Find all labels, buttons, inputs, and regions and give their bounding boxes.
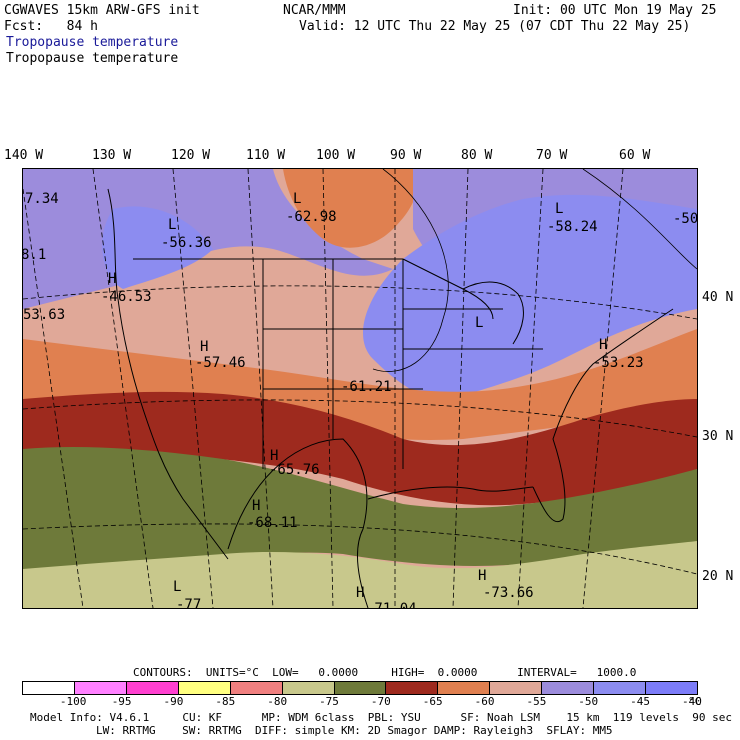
low-marker: L [293,191,302,207]
legend-tick-label: -55 [526,695,547,708]
legend-tick-label: -85 [215,695,236,708]
legend-tick-label: -95 [111,695,132,708]
tan-band [23,541,697,608]
init-time: Init: 00 UTC Mon 19 May 25 [513,3,717,18]
physics-info: LW: RRTMG SW: RRTMG DIFF: simple KM: 2D … [96,724,613,737]
lon-label: 70 W [536,148,568,163]
red-band [23,391,697,506]
map-value-label: -58.24 [547,219,598,235]
lon-label: 120 W [171,148,211,163]
forecast-hour: Fcst: 84 h [4,19,98,34]
legend-tick-label: -90 [163,695,184,708]
map-value-label: 53.63 [23,307,66,323]
high-marker: H [478,568,487,584]
high-marker: H [200,339,209,355]
lat-label: 30 N [702,429,734,444]
legend-swatch [646,682,697,694]
low-marker: L [168,217,177,233]
map-value-label: -68.11 [247,515,298,531]
legend-swatch [178,682,231,694]
legend-swatch [594,682,647,694]
orange-lobe-north [283,169,417,248]
lon-label: 90 W [390,148,422,163]
high-marker: H [599,337,608,353]
legend-tick-label: -50 [578,695,599,708]
contour-lines [372,169,697,372]
low-marker: L [173,579,182,595]
tropopause-temperature-map[interactable]: 7.34 8.1 53.63 L -56.36 H -46.53 L -62.9… [22,168,698,609]
legend-tick-label: -60 [474,695,495,708]
legend-swatch [542,682,595,694]
legend-swatch [334,682,387,694]
olive-band [23,447,697,579]
legend-tick-label: -40 [682,695,702,708]
high-marker: H [356,585,365,601]
legend-swatch [386,682,439,694]
map-value-label: -73.66 [483,585,534,601]
legend-swatch [230,682,283,694]
legend-swatch [126,682,179,694]
high-marker: H [270,448,279,464]
model-title: CGWAVES 15km ARW-GFS init [4,3,200,18]
blue-patch-west [102,206,213,289]
map-value-label: -62.98 [286,209,337,225]
lat-label: 20 N [702,569,734,584]
legend-tick-label: °C [688,695,702,708]
map-value-label: -71.04 [366,601,417,609]
legend-tick-label: -45 [630,695,651,708]
legend-swatch [23,682,75,694]
legend-tick-label: -80 [267,695,288,708]
lon-label: 140 W [4,148,44,163]
field-title-shaded: Tropopause temperature [6,35,179,50]
low-marker: L [555,201,564,217]
valid-time: Valid: 12 UTC Thu 22 May 25 (07 CDT Thu … [299,19,691,34]
map-value-label: -77 [176,597,202,609]
map-value-label: -65.76 [269,462,320,478]
lon-label: 130 W [92,148,132,163]
map-value-label: -50 [673,211,698,227]
map-value-label: -56.36 [161,235,212,251]
contours-info: CONTOURS: UNITS=°C LOW= 0.0000 HIGH= 0.0… [133,666,637,679]
map-value-label: -53.23 [593,355,644,371]
institution-label: NCAR/MMM [283,3,346,18]
map-canvas [23,169,697,608]
low-marker: L [475,315,484,331]
lon-label: 110 W [246,148,286,163]
map-value-label: 7.34 [25,191,59,207]
high-marker: H [252,498,261,514]
high-marker: H [108,271,117,287]
legend-tick-label: -65 [422,695,443,708]
legend-swatch [490,682,543,694]
lat-label: 40 N [702,290,734,305]
legend-swatch [282,682,335,694]
coastlines [107,188,674,608]
lon-label: 60 W [619,148,651,163]
legend-tick-label: -75 [319,695,339,708]
map-value-label: 8.1 [22,247,47,263]
field-title-contour: Tropopause temperature [6,51,179,66]
legend-swatch [438,682,491,694]
color-legend [22,681,698,695]
legend-swatch [74,682,127,694]
map-value-label: -61.21 [341,379,392,395]
map-value-label: -57.46 [195,355,246,371]
lon-label: 100 W [316,148,356,163]
legend-tick-label: -100 [59,695,87,708]
lon-label: 80 W [461,148,493,163]
blue-band-east [363,194,697,400]
map-value-label: -46.53 [101,289,152,305]
legend-tick-label: -70 [370,695,391,708]
model-info: Model Info: V4.6.1 CU: KF MP: WDM 6class… [30,711,732,724]
